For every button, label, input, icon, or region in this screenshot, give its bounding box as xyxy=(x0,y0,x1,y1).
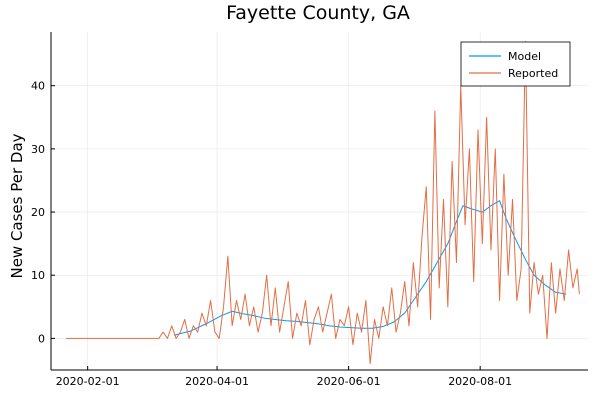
y-axis-label: New Cases Per Day xyxy=(8,133,26,278)
series-line-reported xyxy=(66,40,580,365)
legend: Model Reported xyxy=(460,41,571,87)
y-tick-label: 10 xyxy=(31,269,45,282)
x-tick-label: 2020-08-01 xyxy=(448,375,512,388)
y-tick-label: 0 xyxy=(38,332,45,345)
x-tick-label: 2020-04-01 xyxy=(185,375,249,388)
legend-box xyxy=(460,41,571,87)
legend-label-reported: Reported xyxy=(508,67,558,80)
y-tick-label: 30 xyxy=(31,143,45,156)
x-tick-label: 2020-06-01 xyxy=(317,375,381,388)
series-lines xyxy=(66,40,580,365)
y-tick-label: 40 xyxy=(31,80,45,93)
legend-label-model: Model xyxy=(508,50,541,63)
chart-title: Fayette County, GA xyxy=(226,2,410,24)
tick-labels: 2020-02-01 2020-04-01 2020-06-01 2020-08-01… xyxy=(31,80,512,388)
y-tick-label: 20 xyxy=(31,206,45,219)
axes xyxy=(50,32,588,371)
x-tick-label: 2020-02-01 xyxy=(56,375,120,388)
